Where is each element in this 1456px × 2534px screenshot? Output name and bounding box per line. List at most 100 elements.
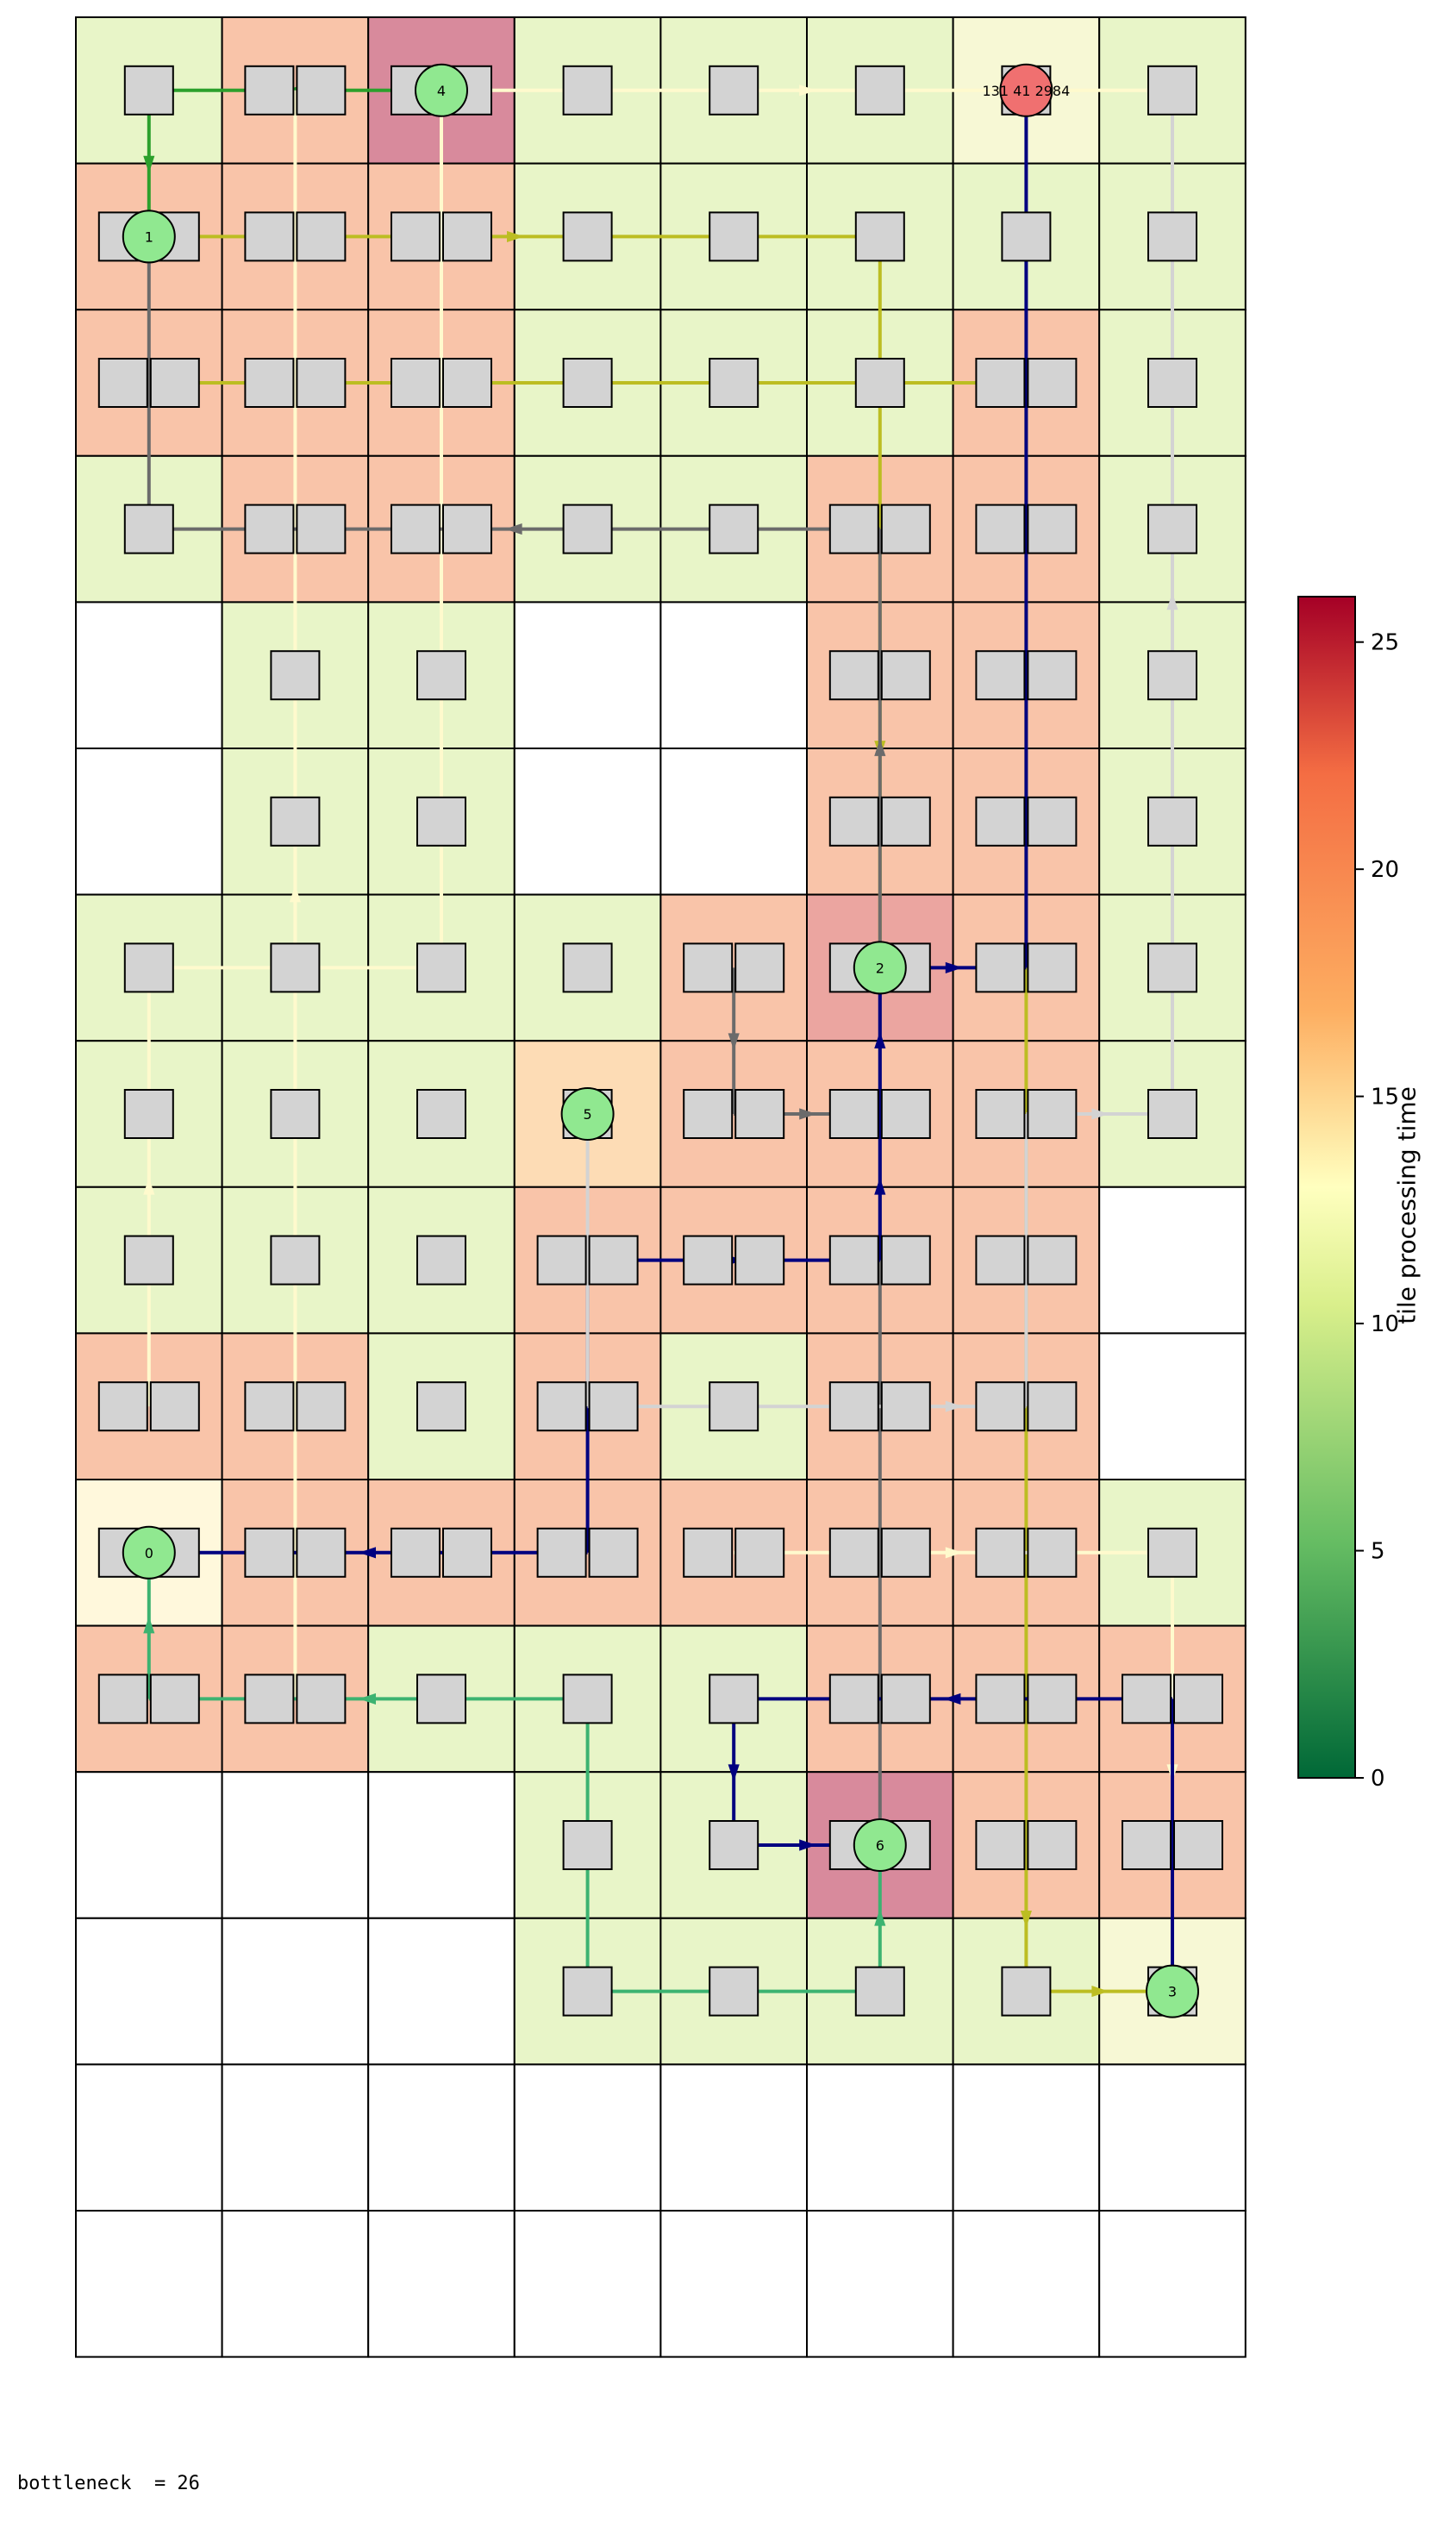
router-box <box>1147 358 1197 408</box>
router-box <box>1001 1966 1052 2017</box>
route-arrowhead <box>874 1908 886 1926</box>
tile <box>75 748 223 896</box>
router-box <box>1147 1089 1197 1139</box>
core-node-label: 131 41 2984 <box>983 83 1071 99</box>
router-box <box>562 1820 613 1870</box>
core-node <box>122 210 176 264</box>
router-box <box>562 65 613 116</box>
router-box <box>123 1235 174 1286</box>
router-box <box>683 1235 734 1286</box>
tile <box>659 601 809 750</box>
router-box <box>1027 1089 1078 1139</box>
tile <box>513 2210 662 2358</box>
tile <box>75 601 223 750</box>
router-box <box>709 504 759 554</box>
core-node <box>1146 1964 1199 2018</box>
tile <box>75 2210 223 2358</box>
router-box <box>562 1966 613 2017</box>
router-box <box>828 1089 879 1139</box>
router-box <box>880 1089 931 1139</box>
route-arrowhead <box>143 1177 155 1195</box>
route-arrowhead <box>799 84 816 97</box>
router-box <box>270 942 321 993</box>
router-box <box>975 1674 1026 1724</box>
router-box <box>416 1381 466 1432</box>
tile <box>367 2210 516 2358</box>
route-arrowhead <box>945 961 963 973</box>
router-box <box>442 504 492 554</box>
tile <box>659 2063 809 2212</box>
router-box <box>828 504 879 554</box>
router-box <box>975 796 1026 847</box>
router-box <box>562 211 613 262</box>
router-box <box>975 942 1026 993</box>
router-box <box>1122 1820 1172 1870</box>
router-box <box>854 1966 905 2017</box>
router-box <box>1147 211 1197 262</box>
router-box <box>1173 1674 1223 1724</box>
router-box <box>149 358 200 408</box>
router-box <box>1027 650 1078 701</box>
router-box <box>1173 1820 1223 1870</box>
colorbar-tick-label: 20 <box>1371 857 1399 883</box>
core-node-label: 5 <box>584 1106 592 1123</box>
route-arrowhead <box>143 1616 155 1634</box>
router-box <box>1147 504 1197 554</box>
colorbar-tick-label: 15 <box>1371 1085 1399 1111</box>
router-box <box>709 211 759 262</box>
router-box <box>975 358 1026 408</box>
router-box <box>683 1527 734 1578</box>
router-box <box>97 1674 148 1724</box>
route-arrowhead <box>874 1031 886 1049</box>
route-arrowhead <box>359 1692 377 1705</box>
router-box <box>123 65 174 116</box>
router-box <box>270 1089 321 1139</box>
router-box <box>734 1527 785 1578</box>
router-box <box>588 1527 639 1578</box>
tile <box>75 1771 223 1919</box>
router-box <box>1027 942 1078 993</box>
router-box <box>1122 1674 1172 1724</box>
router-box <box>391 358 441 408</box>
router-box <box>734 942 785 993</box>
router-box <box>683 1089 734 1139</box>
router-box <box>149 1674 200 1724</box>
route-arrowhead <box>728 1764 740 1782</box>
route-arrowhead <box>874 1177 886 1195</box>
router-box <box>828 1674 879 1724</box>
router-box <box>880 1674 931 1724</box>
router-box <box>1027 1381 1078 1432</box>
router-box <box>123 1089 174 1139</box>
router-box <box>975 1527 1026 1578</box>
router-box <box>562 1674 613 1724</box>
router-box <box>709 1966 759 2017</box>
router-box <box>270 1235 321 1286</box>
router-box <box>1147 942 1197 993</box>
router-box <box>270 650 321 701</box>
router-box <box>442 358 492 408</box>
router-box <box>1027 358 1078 408</box>
router-box <box>244 1381 295 1432</box>
router-box <box>416 796 466 847</box>
router-box <box>536 1527 587 1578</box>
tile <box>221 2063 370 2212</box>
tile <box>367 1917 516 2066</box>
router-box <box>296 504 347 554</box>
tile <box>806 2210 954 2358</box>
router-box <box>270 796 321 847</box>
router-box <box>123 504 174 554</box>
router-box <box>854 358 905 408</box>
router-box <box>123 942 174 993</box>
core-node-label: 4 <box>437 83 446 99</box>
tile <box>221 1917 370 2066</box>
router-box <box>854 65 905 116</box>
router-box <box>244 504 295 554</box>
tile <box>659 748 809 896</box>
router-box <box>709 358 759 408</box>
core-node-label: 2 <box>876 960 884 976</box>
route-arrowhead <box>874 739 886 756</box>
router-box <box>416 1235 466 1286</box>
tile <box>952 2210 1101 2358</box>
colorbar-tick-label: 25 <box>1371 630 1399 656</box>
